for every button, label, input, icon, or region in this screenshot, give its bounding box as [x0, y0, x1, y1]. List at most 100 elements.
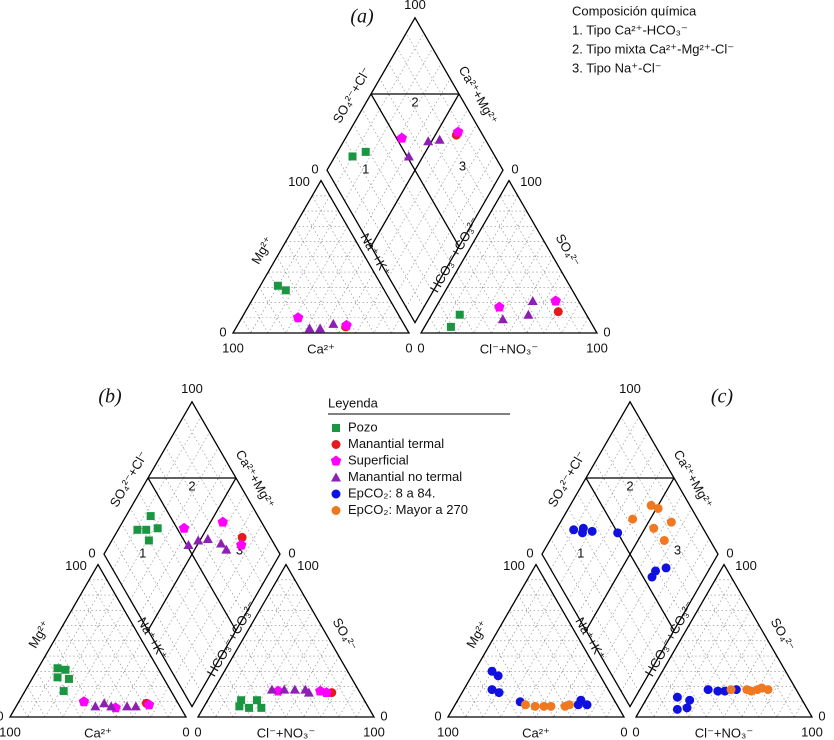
grid-line	[276, 256, 322, 334]
data-point	[520, 700, 530, 710]
tick-label: 0	[405, 340, 412, 355]
data-point	[315, 323, 326, 333]
grid-line	[71, 610, 134, 718]
tick-label: 100	[801, 724, 823, 739]
grid-line	[294, 226, 357, 334]
axis-label: HCO₃⁻+CO₃²⁻	[427, 214, 482, 295]
tick-label: 0	[417, 340, 424, 355]
data-point	[569, 525, 579, 535]
grid-line	[250, 195, 331, 334]
data-point	[713, 686, 723, 696]
tick-label: 0	[726, 546, 733, 561]
data-point	[99, 698, 110, 708]
grid-line	[62, 610, 125, 718]
data-point	[573, 700, 583, 710]
grid-line	[267, 210, 339, 334]
axis-label: SO₄²⁻+Cl⁻	[107, 448, 151, 509]
data-point	[304, 323, 315, 333]
grid-line	[465, 686, 484, 718]
grid-line	[482, 594, 554, 718]
tick-label: 0	[526, 546, 533, 561]
data-point	[133, 525, 142, 534]
data-point	[143, 699, 155, 710]
grid-line	[499, 195, 580, 334]
cation-triangle	[231, 179, 411, 334]
grid-line	[706, 594, 778, 718]
grid-line	[482, 226, 545, 334]
grid-line	[588, 686, 607, 718]
data-point	[685, 695, 695, 705]
grid-line	[338, 686, 357, 718]
data-point	[446, 322, 455, 331]
data-point	[649, 523, 659, 533]
data-point	[53, 664, 62, 673]
data-point	[553, 307, 563, 317]
grid-line	[320, 671, 348, 718]
data-point	[292, 312, 304, 323]
grid-line	[679, 640, 725, 718]
data-point	[550, 295, 561, 306]
data-point	[672, 704, 682, 714]
data-point	[279, 684, 290, 694]
region-label: 1	[139, 546, 146, 561]
tick-label: 0	[182, 724, 189, 739]
data-point	[341, 319, 352, 330]
grid-line	[168, 701, 178, 718]
legend-label: Superficial	[348, 452, 409, 467]
data-point	[659, 535, 669, 545]
grid-line	[356, 701, 366, 718]
tick-label: 0	[219, 324, 226, 339]
grid-line	[653, 686, 672, 718]
grid-line	[568, 508, 657, 662]
data-point	[216, 538, 227, 548]
panel-label: (b)	[98, 386, 122, 408]
diamond	[103, 400, 281, 708]
grid-line	[303, 210, 375, 334]
panel-label: (a)	[350, 6, 374, 28]
data-point	[202, 533, 213, 543]
grid-line	[241, 640, 287, 718]
tick-label: 0	[818, 708, 825, 723]
grid-line	[776, 686, 795, 718]
data-point	[455, 310, 464, 319]
data-point	[235, 702, 244, 711]
legend-title: Leyenda	[328, 395, 379, 410]
tick-label: 100	[503, 558, 525, 573]
cation-triangle	[8, 563, 188, 718]
grid-line	[259, 287, 287, 334]
grid-line	[250, 302, 269, 334]
grid-line	[259, 610, 322, 718]
data-point	[61, 665, 70, 674]
grid-line	[156, 462, 246, 616]
grid-line	[473, 226, 536, 334]
tick-label: 100	[735, 558, 757, 573]
data-point	[217, 516, 229, 527]
data-point	[331, 440, 341, 449]
diamond	[326, 16, 504, 324]
data-point	[582, 700, 592, 710]
data-point	[303, 687, 314, 697]
data-point	[651, 566, 661, 576]
grid-line	[165, 508, 254, 662]
grid-line	[215, 686, 234, 718]
data-point	[273, 281, 282, 290]
grid-line	[465, 579, 546, 718]
grid-line	[44, 594, 116, 718]
axis-label: Cl⁻+NO₃⁻	[257, 725, 315, 740]
tick-label: 100	[586, 340, 608, 355]
grid-line	[474, 671, 502, 718]
data-point	[245, 703, 254, 712]
legend-label: EpCO₂: 8 a 84.	[348, 485, 435, 500]
region-label: 3	[236, 543, 243, 558]
grid-line	[250, 610, 313, 718]
grid-line	[518, 594, 590, 718]
data-point	[106, 701, 117, 711]
tick-label: 0	[0, 708, 4, 723]
grid-line	[500, 610, 563, 718]
tick-label: 100	[619, 381, 641, 396]
data-point	[64, 674, 73, 683]
data-point	[257, 703, 266, 712]
cation-triangle	[446, 563, 626, 718]
data-point	[328, 318, 339, 328]
